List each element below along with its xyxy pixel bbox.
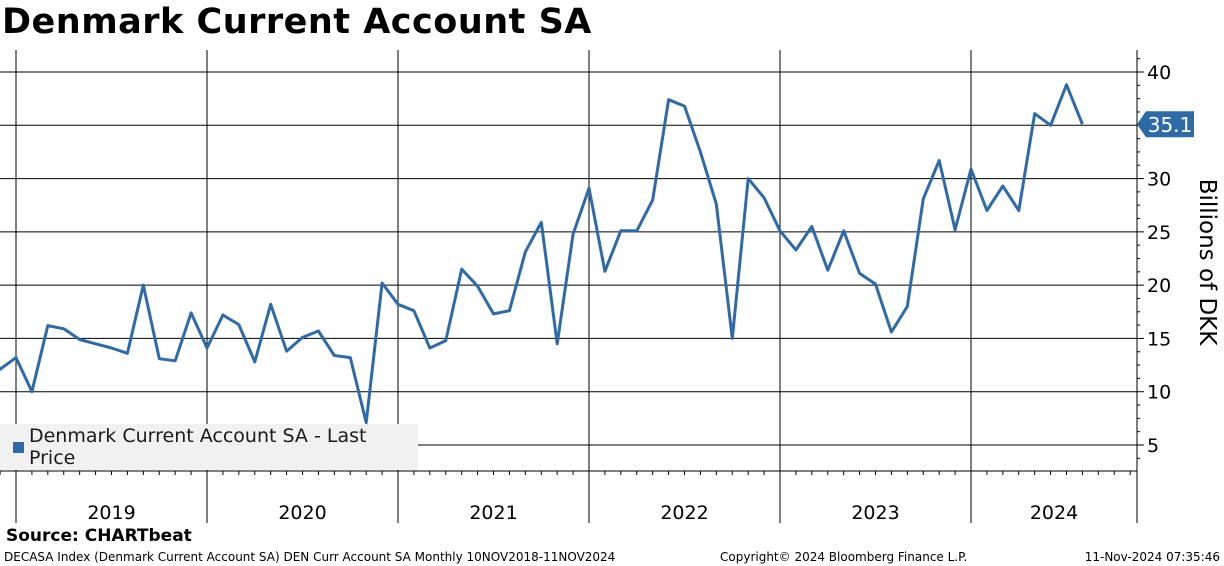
last-value-label: 35.1 (1148, 113, 1193, 137)
footer-timestamp: 11-Nov-2024 07:35:46 (1084, 550, 1220, 564)
legend-swatch (13, 441, 24, 453)
x-label-2022: 2022 (660, 502, 708, 524)
chart-title: Denmark Current Account SA (2, 2, 592, 42)
x-label-2021: 2021 (469, 502, 517, 524)
footer-copyright: Copyright© 2024 Bloomberg Finance L.P. (720, 550, 968, 564)
y-axis: 510152025303540 (0, 50, 1171, 523)
source-note: Source: CHARTbeat (6, 526, 192, 546)
x-label-2019: 2019 (87, 502, 135, 524)
legend-label: Denmark Current Account SA - Last Price (28, 425, 367, 469)
tick-label-y-5: 5 (1147, 435, 1159, 457)
tick-label-y-10: 10 (1147, 382, 1171, 404)
tick-label-y-25: 25 (1147, 222, 1171, 244)
last-value-badge (1137, 111, 1194, 138)
x-label-2020: 2020 (278, 502, 326, 524)
x-label-2023: 2023 (851, 502, 899, 524)
x-axis-labels: 2019 2020 2021 2022 2023 2024 (0, 471, 1131, 524)
footer-ticker-info: DECASA Index (Denmark Current Account SA… (4, 550, 616, 564)
series-line (0, 83, 1084, 425)
legend: Denmark Current Account SA - Last Price (0, 424, 418, 470)
tick-label-y-40: 40 (1147, 62, 1171, 84)
x-label-2024: 2024 (1030, 502, 1078, 524)
tick-label-y-15: 15 (1147, 328, 1171, 350)
y-axis-label: Billions of DKK (1194, 179, 1220, 347)
last-value-marker: 35.1 (1137, 111, 1194, 138)
tick-label-y-20: 20 (1147, 275, 1171, 297)
tick-label-y-30: 30 (1147, 169, 1171, 191)
series-line-group (0, 83, 1084, 425)
